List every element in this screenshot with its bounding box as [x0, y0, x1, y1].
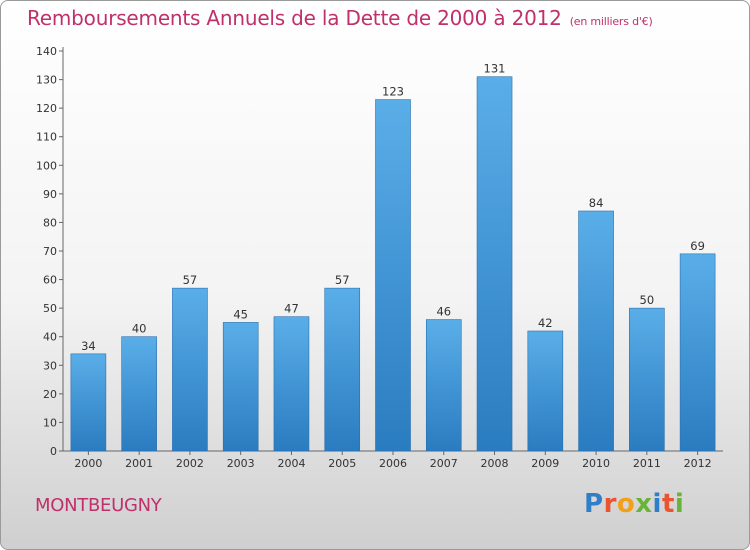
chart-title-text: Remboursements Annuels de la Dette de 20…	[27, 6, 562, 30]
bar	[172, 287, 208, 452]
data-label: 84	[589, 196, 604, 210]
y-tick-label: 10	[43, 416, 57, 429]
x-tick-label: 2008	[481, 457, 509, 470]
logo-letter: t	[661, 489, 675, 519]
y-tick-label: 40	[43, 331, 57, 344]
bar	[375, 99, 411, 452]
x-tick-label: 2000	[74, 457, 102, 470]
y-tick-label: 20	[43, 388, 57, 401]
data-label: 42	[538, 316, 553, 330]
bar	[578, 210, 614, 452]
x-tick-label: 2003	[227, 457, 255, 470]
y-tick-label: 90	[43, 188, 57, 201]
bar	[476, 76, 513, 452]
data-label: 57	[183, 273, 198, 287]
x-tick-label: 2006	[379, 457, 407, 470]
data-label: 34	[81, 339, 96, 353]
data-label: 50	[640, 293, 655, 307]
data-label: 123	[382, 85, 404, 99]
logo-letter: o	[616, 489, 636, 519]
bar	[425, 319, 462, 452]
bar	[222, 322, 259, 452]
bar	[679, 253, 716, 452]
y-tick-label: 0	[50, 445, 57, 458]
proxiti-logo: Proxiti	[584, 489, 684, 519]
y-tick-label: 80	[43, 216, 57, 229]
data-label: 40	[132, 322, 147, 336]
logo-letter: r	[603, 489, 617, 519]
x-tick-label: 2012	[684, 457, 712, 470]
bar	[273, 316, 310, 452]
x-tick-label: 2001	[125, 457, 153, 470]
logo-letter: P	[584, 489, 604, 519]
data-label: 46	[436, 305, 451, 319]
y-tick-label: 70	[43, 245, 57, 258]
x-tick-label: 2009	[531, 457, 559, 470]
y-tick-label: 130	[36, 74, 57, 87]
chart-title: Remboursements Annuels de la Dette de 20…	[27, 6, 653, 30]
x-tick-label: 2007	[430, 457, 458, 470]
y-tick-label: 120	[36, 102, 57, 115]
bar	[527, 330, 564, 452]
y-tick-label: 30	[43, 359, 57, 372]
chart-unit-note: (en milliers d'€)	[569, 15, 653, 28]
y-tick-label: 100	[36, 159, 57, 172]
x-tick-label: 2011	[633, 457, 661, 470]
y-tick-label: 60	[43, 274, 57, 287]
data-label: 131	[484, 62, 506, 76]
y-tick-label: 110	[36, 131, 57, 144]
logo-letter: x	[635, 489, 653, 519]
data-label: 47	[284, 302, 299, 316]
x-tick-label: 2002	[176, 457, 204, 470]
town-name: MONTBEUGNY	[35, 495, 162, 516]
data-label: 45	[233, 307, 248, 321]
x-tick-label: 2005	[328, 457, 356, 470]
x-tick-label: 2004	[277, 457, 305, 470]
logo-letter: i	[652, 489, 662, 519]
y-tick-label: 50	[43, 302, 57, 315]
logo-letter: i	[674, 489, 685, 519]
y-tick-label: 140	[36, 45, 57, 58]
bar	[70, 353, 107, 452]
data-label: 69	[690, 239, 705, 253]
bar	[629, 307, 665, 452]
bar	[324, 287, 361, 452]
bar	[121, 336, 157, 452]
data-label: 57	[335, 273, 350, 287]
x-tick-label: 2010	[582, 457, 610, 470]
